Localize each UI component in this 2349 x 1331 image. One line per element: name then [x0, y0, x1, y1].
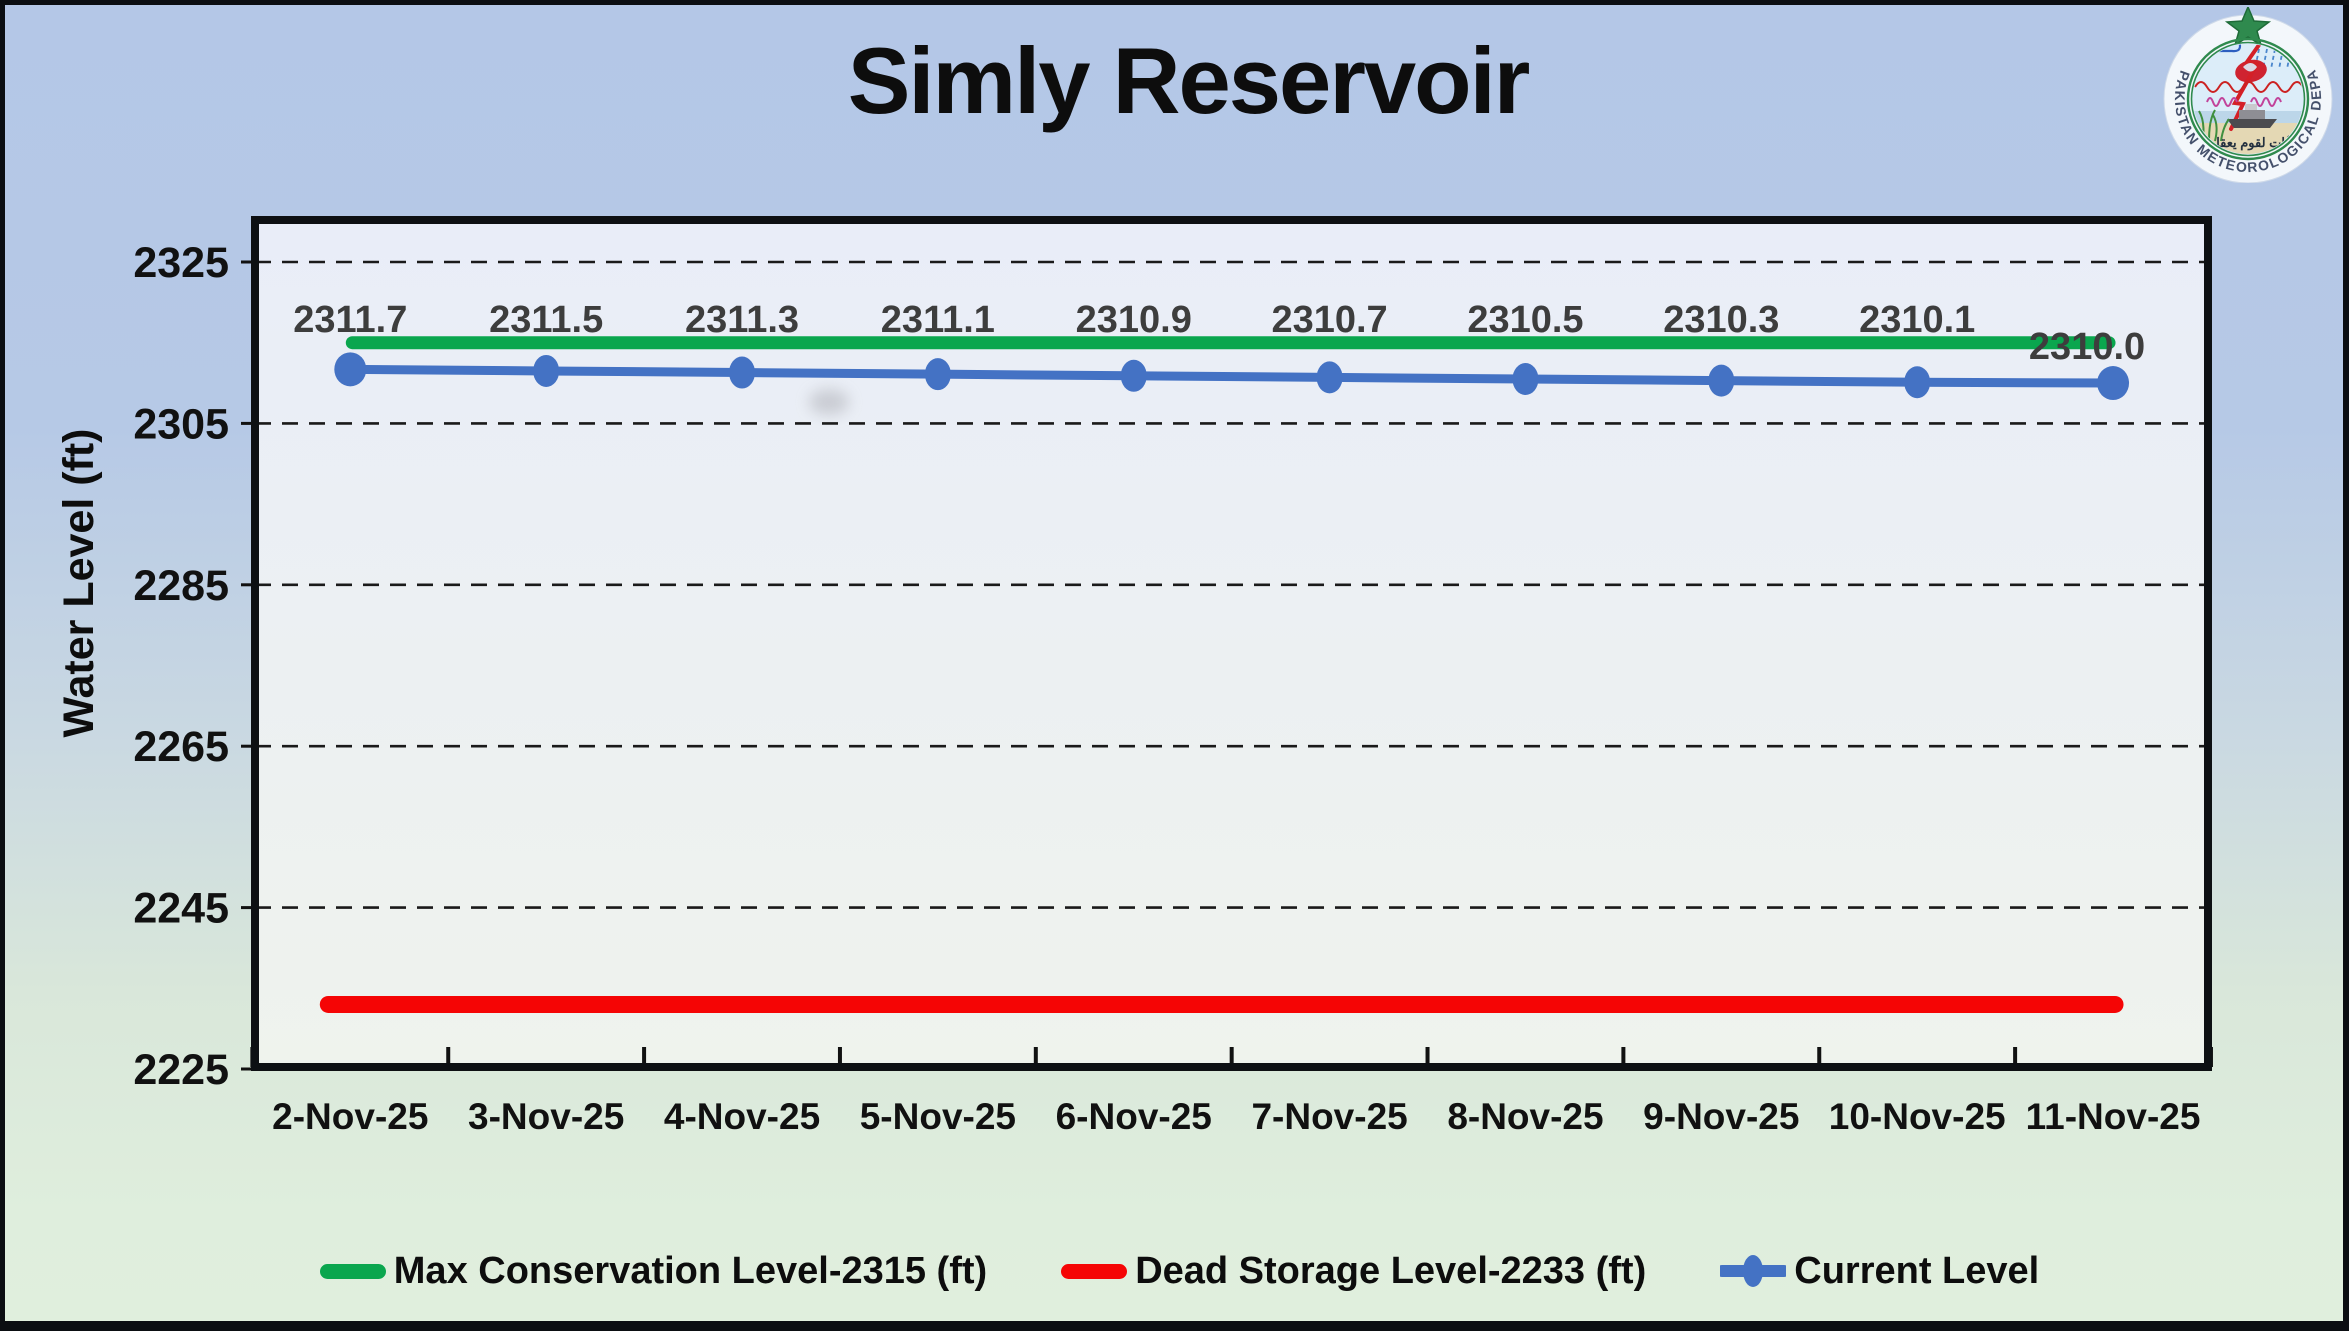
- marker-icon: [1743, 1255, 1764, 1287]
- svg-text:2311.1: 2311.1: [881, 299, 995, 341]
- svg-text:3-Nov-25: 3-Nov-25: [468, 1096, 624, 1137]
- pmd-logo: PAKISTAN METEOROLOGICAL DEPARTMENT: [2147, 7, 2333, 183]
- data-point: [1316, 361, 1343, 394]
- smudge-artifact: [809, 389, 849, 415]
- svg-text:9-Nov-25: 9-Nov-25: [1643, 1096, 1799, 1137]
- star-icon: [2224, 7, 2272, 47]
- svg-text:2245: 2245: [133, 885, 229, 933]
- logo-magenta-wave: [2206, 97, 2282, 107]
- svg-text:2310.9: 2310.9: [1076, 299, 1192, 341]
- logo-red-wave: [2194, 81, 2303, 93]
- svg-text:2325: 2325: [133, 239, 229, 287]
- data-point: [334, 352, 367, 387]
- svg-text:11-Nov-25: 11-Nov-25: [2026, 1096, 2201, 1137]
- svg-text:2305: 2305: [133, 400, 229, 448]
- y-gridlines: [255, 260, 2208, 909]
- y-tick-labels: 2225 2245 2265 2285 2305 2325: [133, 239, 229, 1094]
- svg-text:2311.5: 2311.5: [489, 299, 603, 341]
- chart-legend: Max Conservation Level-2315 (ft) Dead St…: [5, 1239, 2343, 1303]
- svg-text:2-Nov-25: 2-Nov-25: [272, 1096, 428, 1137]
- data-labels: 2311.7 2311.5 2311.3 2311.1 2310.9 2310.7 2310…: [293, 299, 2145, 368]
- x-tick-labels: 2-Nov-25 3-Nov-25 4-Nov-25 5-Nov-25 6-Nov-25…: [272, 1096, 2200, 1137]
- svg-text:5-Nov-25: 5-Nov-25: [860, 1096, 1016, 1137]
- svg-text:2265: 2265: [133, 723, 229, 771]
- logo-blob-hole: [2243, 63, 2257, 72]
- svg-text:2310.7: 2310.7: [1271, 299, 1387, 341]
- svg-text:7-Nov-25: 7-Nov-25: [1251, 1096, 1407, 1137]
- plot-border: [251, 216, 2212, 1071]
- data-point: [1512, 363, 1539, 396]
- series-current-level-line: [345, 364, 2118, 388]
- chart-plot: 2225 2245 2265 2285 2305 2325 2-Nov-25 3-Nov-25…: [55, 216, 2213, 1137]
- plot-area: [255, 220, 2208, 1067]
- ship-icon: [2227, 104, 2277, 128]
- legend-item-dead-storage: Dead Storage Level-2233 (ft): [1061, 1250, 1646, 1293]
- svg-text:10-Nov-25: 10-Nov-25: [1829, 1096, 2006, 1137]
- logo-ring-outer: [2186, 37, 2310, 161]
- svg-text:8-Nov-25: 8-Nov-25: [1447, 1096, 1603, 1137]
- svg-text:2311.3: 2311.3: [685, 299, 799, 341]
- svg-text:2310.5: 2310.5: [1467, 299, 1583, 341]
- logo-arabic-text: لآيات لقوم يعقلون: [2200, 135, 2297, 151]
- svg-text:4-Nov-25: 4-Nov-25: [664, 1096, 820, 1137]
- svg-text:2310.1: 2310.1: [1859, 299, 1975, 341]
- data-point: [533, 354, 560, 387]
- legend-swatch-green-line: [319, 1263, 386, 1279]
- data-point: [1708, 364, 1735, 397]
- legend-label: Dead Storage Level-2233 (ft): [1135, 1249, 1647, 1292]
- data-point: [1904, 366, 1931, 399]
- data-point: [2097, 366, 2130, 401]
- legend-item-max-conservation: Max Conservation Level-2315 (ft): [319, 1249, 988, 1293]
- svg-text:2310.0: 2310.0: [2029, 326, 2145, 368]
- svg-text:2311.7: 2311.7: [293, 299, 407, 341]
- legend-swatch-red-line: [1061, 1263, 1128, 1279]
- svg-text:2225: 2225: [133, 1046, 229, 1094]
- series-current-level: [334, 352, 2130, 401]
- y-axis-title: Water Level (ft): [55, 429, 103, 738]
- legend-label: Current Level: [1794, 1249, 2040, 1292]
- data-point: [1120, 359, 1147, 392]
- legend-item-current-level: Current Level: [1720, 1250, 2039, 1293]
- svg-text:2310.3: 2310.3: [1663, 299, 1779, 341]
- svg-text:2285: 2285: [133, 562, 229, 610]
- data-point: [729, 356, 756, 389]
- legend-label: Max Conservation Level-2315 (ft): [393, 1249, 988, 1292]
- svg-text:6-Nov-25: 6-Nov-25: [1056, 1096, 1212, 1137]
- page-title: Simly Reservoir: [847, 28, 1531, 133]
- data-point: [924, 358, 951, 391]
- legend-swatch-current-level: [1720, 1255, 1787, 1287]
